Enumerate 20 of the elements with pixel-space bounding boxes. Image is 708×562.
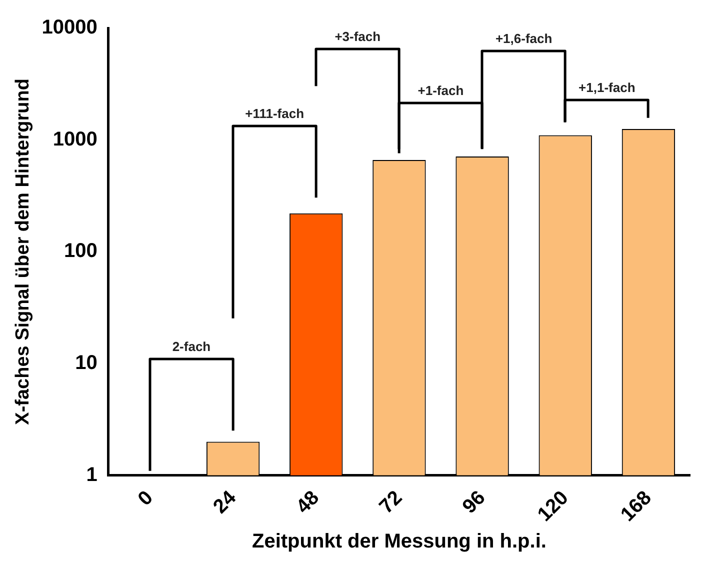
- annotation: +1-fach: [416, 82, 465, 98]
- annotation: +111-fach: [244, 106, 306, 122]
- x-tick-label: 48: [292, 486, 324, 518]
- annotation: +3-fach: [334, 29, 382, 44]
- x-tick-label: 0: [134, 486, 158, 510]
- annotation: +1,6-fach: [494, 31, 554, 46]
- x-tick-label: 72: [375, 486, 407, 518]
- annotation: +1,1-fach: [578, 80, 636, 95]
- y-tick-label: 100: [64, 240, 98, 262]
- y-axis-title: X-faches Signal über dem Hintergrund: [12, 78, 34, 425]
- x-tick-label: 96: [458, 486, 490, 518]
- x-tick-label: 24: [209, 486, 242, 518]
- x-tick-label: 120: [534, 486, 573, 526]
- y-tick-label: 10: [75, 352, 98, 374]
- y-tick-label: 10000: [42, 16, 98, 39]
- y-tick-label: 1000: [52, 128, 98, 150]
- x-tick-label: 168: [616, 486, 656, 526]
- y-tick-label: 1: [86, 464, 98, 486]
- annotation: 2-fach: [171, 339, 212, 354]
- x-axis-title: Zeitpunkt der Messung in h.p.i.: [252, 530, 546, 553]
